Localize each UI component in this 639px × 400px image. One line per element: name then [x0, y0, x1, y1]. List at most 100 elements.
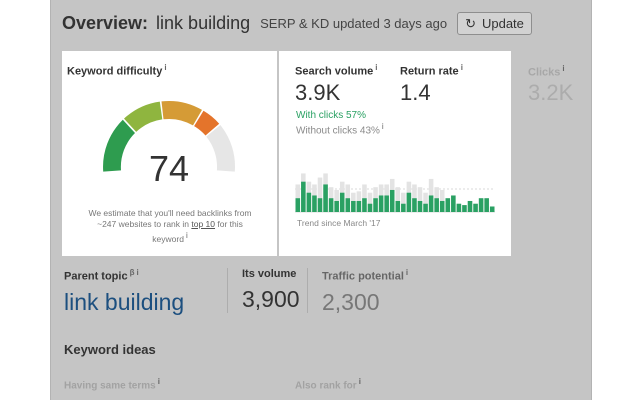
traffic-potential-title: Traffic potential — [322, 270, 404, 283]
parent-topic-title: Parent topic — [64, 270, 128, 283]
trend-bar-clicks — [406, 192, 412, 212]
trend-bar-clicks — [473, 203, 478, 212]
return-rate-value: 1.4 — [400, 80, 431, 105]
trend-bar-clicks — [345, 198, 351, 212]
trend-caption: Trend since March '17 — [297, 218, 381, 228]
return-rate-title: Return rate — [400, 65, 459, 78]
trend-bar-clicks — [462, 205, 467, 212]
trend-bar-clicks — [489, 206, 495, 212]
page-title: Overview: — [62, 13, 149, 33]
info-icon[interactable]: i — [562, 64, 565, 73]
info-icon[interactable]: i — [460, 63, 463, 72]
trend-bar-clicks — [467, 200, 473, 212]
trend-bar-clicks — [351, 200, 356, 212]
info-icon[interactable]: i — [157, 377, 160, 386]
traffic-potential-label: Traffic potential i — [322, 268, 408, 283]
trend-bar-total — [317, 177, 323, 212]
trend-bar-clicks — [423, 203, 428, 212]
gauge-segment-empty — [206, 125, 235, 172]
trend-bar-clicks — [362, 198, 367, 212]
trend-bar-clicks — [451, 195, 456, 212]
trend-bar-clicks — [378, 195, 384, 212]
clicks-value: 3.2K — [528, 80, 574, 105]
keyword-difficulty-title: Keyword difficulty — [67, 65, 163, 78]
parent-topic-block: Parent topic β i link building — [64, 268, 184, 316]
clicks-title: Clicks — [528, 66, 561, 79]
gauge-segment-amber — [161, 100, 202, 126]
difficulty-description-text: We estimate that you'll need backlinks f… — [88, 208, 252, 229]
search-volume-card: Search volume i Return rate i 3.9K 1.4 Wit… — [279, 51, 511, 256]
without-clicks-stat: Without clicks 43% i — [296, 122, 384, 136]
difficulty-score: 74 — [149, 148, 189, 189]
trend-bar-clicks — [334, 200, 339, 212]
parent-topic-link[interactable]: link building — [64, 288, 185, 315]
also-rank-for-label[interactable]: Also rank for i — [295, 377, 361, 391]
trend-bar-clicks — [317, 198, 323, 212]
traffic-potential-value: 2,300 — [322, 288, 380, 315]
trend-bar-clicks — [395, 200, 401, 212]
having-same-terms-title: Having same terms — [64, 380, 156, 392]
trend-bar-clicks — [367, 203, 373, 212]
beta-badge: β — [129, 268, 135, 277]
trend-bar-total — [439, 189, 445, 212]
trend-bar-total — [367, 192, 373, 212]
info-icon[interactable]: i — [164, 63, 167, 72]
also-rank-for-title: Also rank for — [295, 380, 357, 392]
update-button[interactable]: ↻ Update — [457, 12, 532, 35]
trend-bar-total — [395, 187, 401, 212]
keyword-title: link building — [156, 13, 251, 33]
gauge-segment-green — [103, 119, 135, 172]
traffic-potential-block: Traffic potential i 2,300 — [307, 268, 408, 315]
trend-bar-clicks — [356, 200, 362, 212]
search-volume-title: Search volume — [295, 65, 374, 78]
trend-bar-clicks — [323, 184, 328, 212]
trend-bar-clicks — [401, 203, 406, 212]
clicks-label: Clicks i — [528, 64, 565, 79]
info-icon[interactable]: i — [136, 268, 139, 277]
its-volume-label: Its volume — [242, 268, 297, 280]
trend-bar-clicks — [312, 195, 317, 212]
search-volume-label: Search volume i — [295, 63, 378, 78]
trend-bar-clicks — [373, 198, 378, 212]
without-clicks-text: Without clicks 43% — [296, 125, 380, 137]
top-10-link[interactable]: top 10 — [191, 219, 216, 229]
return-rate-label: Return rate i — [400, 63, 463, 78]
trend-bar-clicks — [339, 192, 345, 212]
trend-bar-clicks — [478, 198, 484, 212]
update-button-label: Update — [481, 16, 524, 31]
update-status: SERP & KD updated 3 days ago — [260, 16, 448, 31]
keyword-ideas-heading: Keyword ideas — [64, 342, 156, 357]
trend-bar-total — [401, 192, 406, 212]
gauge-segment-orange — [194, 110, 220, 136]
keyword-difficulty-label: Keyword difficulty i — [67, 63, 167, 78]
trend-bar-clicks — [295, 198, 301, 212]
trend-bar-clicks — [484, 198, 489, 212]
trend-bar-clicks — [428, 195, 434, 212]
trend-bar-clicks — [434, 198, 439, 212]
trend-bar-clicks — [306, 192, 312, 212]
gauge-segment-yellowgreen — [124, 101, 163, 132]
trend-bar-clicks — [417, 200, 423, 212]
difficulty-gauge: 74 — [103, 100, 235, 189]
parent-topic-label: Parent topic β i — [64, 268, 184, 283]
trend-bar-clicks — [439, 200, 445, 212]
trend-bar-total — [423, 192, 428, 212]
info-icon[interactable]: i — [381, 122, 384, 131]
its-volume-value: 3,900 — [242, 286, 300, 312]
trend-bar-clicks — [412, 198, 417, 212]
trend-bar-clicks — [301, 181, 306, 212]
trend-bar-clicks — [445, 198, 451, 212]
search-volume-value: 3.9K — [295, 80, 341, 105]
keyword-difficulty-card: Keyword difficulty i 74 We estimate that … — [62, 51, 277, 256]
info-icon[interactable]: i — [185, 231, 188, 240]
info-icon[interactable]: i — [358, 377, 361, 386]
info-icon[interactable]: i — [405, 268, 409, 277]
overview-panel: Overview: link building SERP & KD update… — [50, 0, 592, 400]
having-same-terms-label[interactable]: Having same terms i — [64, 377, 160, 391]
trend-bar-total — [334, 189, 339, 212]
trend-bar-clicks — [328, 198, 334, 212]
info-icon[interactable]: i — [375, 63, 378, 72]
trend-bar-total — [428, 178, 434, 212]
difficulty-description: We estimate that you'll need backlinks f… — [80, 208, 260, 245]
overview-header: Overview: link building SERP & KD update… — [62, 12, 532, 35]
